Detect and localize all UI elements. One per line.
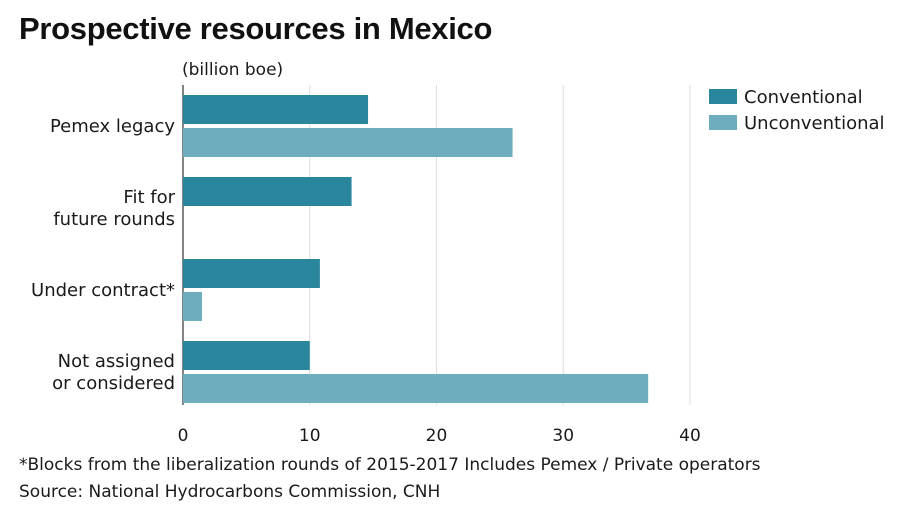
- bar-unconventional: [183, 128, 513, 157]
- footnote: *Blocks from the liberalization rounds o…: [19, 455, 761, 475]
- category-labels: Pemex legacy Fit for future rounds Under co…: [31, 116, 176, 394]
- category-label: Not assigned or considered: [52, 351, 175, 394]
- legend: Conventional Unconventional: [709, 87, 885, 134]
- category-label: Under contract*: [31, 280, 175, 301]
- x-tick-label: 20: [426, 426, 448, 446]
- category-label: Pemex legacy: [50, 116, 175, 137]
- bar-conventional: [183, 177, 352, 206]
- x-axis-ticks: 0 10 20 30 40: [178, 426, 701, 446]
- bar-conventional: [183, 95, 369, 124]
- unit-label: (billion boe): [182, 60, 283, 80]
- x-tick-label: 0: [178, 426, 189, 446]
- bar-unconventional: [183, 292, 203, 321]
- chart-title: Prospective resources in Mexico: [19, 11, 493, 46]
- source-note: Source: National Hydrocarbons Commission…: [19, 482, 441, 502]
- bar-chart: (billion boe) Pemex legacy Fit for future …: [31, 60, 885, 446]
- bar-conventional: [183, 341, 310, 370]
- legend-swatch: [709, 89, 737, 104]
- bar-unconventional: [183, 374, 649, 403]
- bar-conventional: [183, 259, 320, 288]
- x-tick-label: 40: [679, 426, 701, 446]
- legend-label: Unconventional: [744, 113, 885, 134]
- bars: [183, 95, 649, 403]
- legend-swatch: [709, 115, 737, 130]
- x-tick-label: 30: [552, 426, 574, 446]
- category-label: Fit for future rounds: [53, 187, 175, 230]
- legend-label: Conventional: [744, 87, 863, 108]
- x-tick-label: 10: [299, 426, 321, 446]
